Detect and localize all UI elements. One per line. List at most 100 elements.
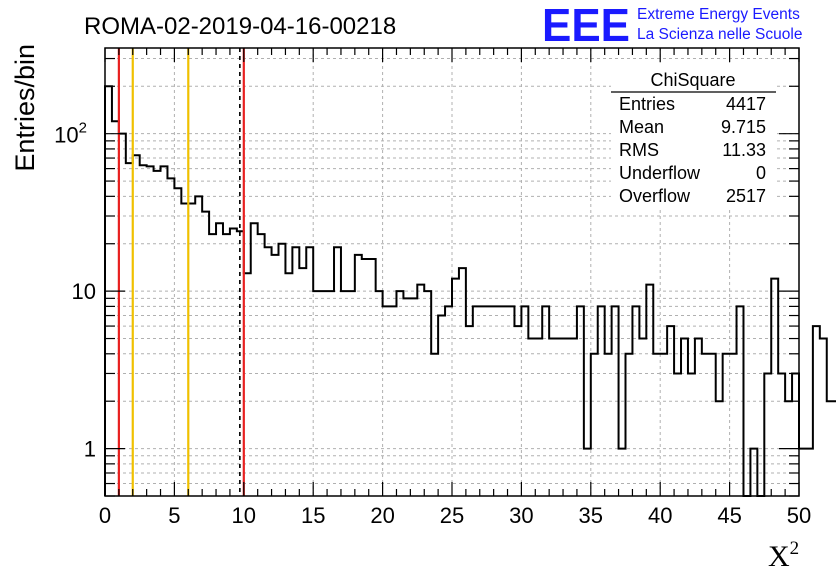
histogram-bin bbox=[549, 339, 556, 496]
histogram-bin bbox=[709, 354, 716, 496]
histogram-bin bbox=[209, 234, 216, 496]
histogram-bin bbox=[480, 306, 487, 496]
histogram-bin bbox=[528, 339, 535, 496]
histogram-bin bbox=[223, 234, 230, 496]
histogram-bin bbox=[737, 306, 744, 496]
histogram-bin bbox=[813, 326, 820, 496]
stats-box-background bbox=[611, 64, 776, 209]
histogram-bin bbox=[688, 373, 695, 496]
histogram-outline bbox=[104, 85, 836, 497]
histogram-bin bbox=[612, 306, 619, 496]
histogram-bin bbox=[272, 255, 279, 496]
histogram-bin bbox=[626, 354, 633, 496]
histogram-bin bbox=[362, 259, 369, 496]
histogram-bin bbox=[494, 306, 501, 496]
histogram-bin bbox=[202, 212, 209, 496]
histogram-bin bbox=[459, 268, 466, 496]
x-tick-label: 40 bbox=[648, 503, 672, 528]
x-tick-label: 45 bbox=[717, 503, 741, 528]
histogram-bin bbox=[140, 165, 147, 496]
histogram-bin bbox=[348, 291, 355, 496]
y-tick-label-exponent: 2 bbox=[79, 120, 87, 137]
logo-mark: EEE bbox=[542, 0, 630, 51]
histogram-bin bbox=[570, 339, 577, 496]
histogram-bin bbox=[341, 291, 348, 496]
histogram-bin bbox=[167, 178, 174, 496]
histogram-bin bbox=[327, 291, 334, 496]
histogram-bin bbox=[605, 354, 612, 496]
stats-row-label: Entries bbox=[619, 94, 675, 114]
histogram-bin bbox=[653, 354, 660, 496]
logo-line-2: La Scienza nelle Scuole bbox=[637, 26, 802, 43]
histogram-bin bbox=[577, 306, 584, 496]
histogram-bin bbox=[258, 234, 265, 496]
histogram-bin bbox=[584, 449, 591, 496]
stats-row-value: 11.33 bbox=[722, 140, 766, 160]
histogram-bin bbox=[154, 171, 161, 496]
histogram-bin bbox=[646, 285, 653, 496]
histogram-bin bbox=[563, 339, 570, 496]
histogram-bin bbox=[827, 401, 834, 496]
histogram-bin bbox=[452, 279, 459, 496]
stats-rows: Entries 4417 Mean 9.715 RMS 11.33 Underflow 0 Ov… bbox=[619, 94, 766, 206]
histogram-bin bbox=[771, 279, 778, 496]
histogram-bin bbox=[174, 188, 181, 496]
histogram-bin bbox=[195, 196, 202, 496]
histogram-bin bbox=[265, 247, 272, 496]
eee-logo: EEE Extreme Energy Events La Scienza nel… bbox=[542, 0, 802, 51]
y-tick-label: 1 bbox=[84, 437, 96, 462]
histogram-bin bbox=[681, 339, 688, 496]
histogram-bin bbox=[403, 298, 410, 496]
x-tick-label: 0 bbox=[99, 503, 111, 528]
histogram-bin bbox=[396, 291, 403, 496]
histogram-bin bbox=[764, 373, 771, 496]
histogram-bin bbox=[591, 354, 598, 496]
histogram-bin bbox=[750, 449, 757, 496]
histogram-bin bbox=[792, 373, 799, 496]
x-tick-label: 10 bbox=[232, 503, 256, 528]
histogram-bin bbox=[390, 306, 397, 496]
histogram-bin bbox=[299, 268, 306, 496]
histogram-bin bbox=[508, 306, 515, 496]
histogram-bin bbox=[417, 285, 424, 496]
stats-row-value: 9.715 bbox=[721, 117, 766, 137]
histogram-bin bbox=[306, 247, 313, 496]
histogram-bin bbox=[695, 339, 702, 496]
histogram-bin bbox=[702, 354, 709, 496]
histogram-bin bbox=[514, 326, 521, 496]
stats-row-label: Mean bbox=[619, 117, 664, 137]
histogram-bin bbox=[799, 449, 806, 496]
histogram-bin bbox=[445, 306, 452, 496]
histogram-bin bbox=[632, 306, 639, 496]
x-tick-label: 50 bbox=[787, 503, 811, 528]
histogram-bin bbox=[820, 339, 827, 496]
histogram-bin bbox=[147, 166, 154, 496]
histogram-bin bbox=[723, 354, 730, 496]
x-tick-label: 35 bbox=[579, 503, 603, 528]
histogram-bin bbox=[660, 354, 667, 496]
histogram-bin bbox=[230, 228, 237, 496]
histogram-bin bbox=[355, 255, 362, 496]
stats-row-value: 0 bbox=[756, 163, 766, 183]
stats-box: ChiSquare Entries 4417 Mean 9.715 RMS 11.33 Un… bbox=[611, 64, 776, 209]
histogram-bin bbox=[542, 306, 549, 496]
histogram-bin bbox=[376, 291, 383, 496]
stats-row-value: 2517 bbox=[726, 186, 766, 206]
x-axis-label-superscript: 2 bbox=[790, 538, 800, 559]
histogram-bin bbox=[369, 259, 376, 496]
histogram-bin bbox=[674, 373, 681, 496]
histogram-bin bbox=[431, 354, 438, 496]
histogram-bin bbox=[556, 339, 563, 496]
stats-row-label: Underflow bbox=[619, 163, 701, 183]
stats-row-label: Overflow bbox=[619, 186, 691, 206]
histogram-bin bbox=[279, 244, 286, 496]
histogram-bin bbox=[285, 273, 292, 496]
histogram-bin bbox=[535, 339, 542, 496]
histogram-bin bbox=[161, 166, 168, 496]
histogram-bin bbox=[216, 223, 223, 496]
histogram-bin bbox=[292, 247, 299, 496]
histogram-bin bbox=[424, 291, 431, 496]
histogram-bin bbox=[473, 306, 480, 496]
histogram-bin bbox=[598, 306, 605, 496]
